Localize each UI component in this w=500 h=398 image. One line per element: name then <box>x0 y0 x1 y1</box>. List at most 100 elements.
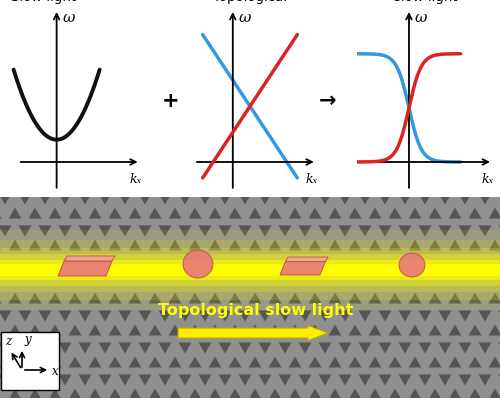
Polygon shape <box>58 261 112 276</box>
Polygon shape <box>28 388 42 398</box>
Polygon shape <box>388 240 402 251</box>
Polygon shape <box>318 342 332 353</box>
Polygon shape <box>268 324 281 336</box>
Text: kₓ: kₓ <box>482 173 494 186</box>
Polygon shape <box>408 357 422 367</box>
Polygon shape <box>98 310 112 322</box>
Polygon shape <box>118 375 132 386</box>
Polygon shape <box>498 193 500 205</box>
Polygon shape <box>278 342 291 353</box>
Polygon shape <box>188 388 202 398</box>
Polygon shape <box>68 207 82 219</box>
Polygon shape <box>88 240 102 251</box>
Polygon shape <box>258 375 272 386</box>
Polygon shape <box>108 388 122 398</box>
Text: Slow light: Slow light <box>11 0 76 4</box>
Polygon shape <box>98 193 112 205</box>
Polygon shape <box>368 357 382 367</box>
Polygon shape <box>408 293 422 304</box>
Text: Topological: Topological <box>213 0 287 4</box>
Polygon shape <box>348 240 362 251</box>
Polygon shape <box>118 225 132 236</box>
Polygon shape <box>0 207 2 219</box>
Polygon shape <box>428 293 442 304</box>
Polygon shape <box>258 225 272 236</box>
Polygon shape <box>158 310 172 322</box>
Polygon shape <box>138 375 151 386</box>
Polygon shape <box>48 240 62 251</box>
Polygon shape <box>38 342 52 353</box>
Polygon shape <box>408 324 422 336</box>
Polygon shape <box>178 193 192 205</box>
Polygon shape <box>298 193 312 205</box>
Polygon shape <box>288 293 302 304</box>
Polygon shape <box>268 293 281 304</box>
Polygon shape <box>298 310 312 322</box>
Polygon shape <box>0 324 2 336</box>
Polygon shape <box>158 375 172 386</box>
Polygon shape <box>428 240 442 251</box>
Polygon shape <box>218 310 232 322</box>
Polygon shape <box>308 293 322 304</box>
Polygon shape <box>358 193 372 205</box>
Polygon shape <box>78 375 92 386</box>
Polygon shape <box>278 375 291 386</box>
Polygon shape <box>468 240 481 251</box>
Polygon shape <box>168 240 181 251</box>
Bar <box>0 230 500 310</box>
Polygon shape <box>428 324 442 336</box>
Polygon shape <box>378 193 392 205</box>
Polygon shape <box>188 240 202 251</box>
Polygon shape <box>418 310 432 322</box>
Polygon shape <box>158 225 172 236</box>
Polygon shape <box>328 388 342 398</box>
Polygon shape <box>488 293 500 304</box>
Polygon shape <box>0 240 2 251</box>
Polygon shape <box>218 193 232 205</box>
Polygon shape <box>108 293 122 304</box>
Polygon shape <box>328 207 342 219</box>
Polygon shape <box>468 357 481 367</box>
Polygon shape <box>198 310 211 322</box>
Text: ω: ω <box>238 11 251 25</box>
Text: Topological slow light: Topological slow light <box>158 302 354 318</box>
Polygon shape <box>98 342 112 353</box>
Polygon shape <box>338 375 351 386</box>
Bar <box>0 267 500 273</box>
Polygon shape <box>328 324 342 336</box>
Polygon shape <box>0 193 12 205</box>
Polygon shape <box>78 310 92 322</box>
Polygon shape <box>198 193 211 205</box>
Polygon shape <box>128 388 141 398</box>
Polygon shape <box>18 310 32 322</box>
Ellipse shape <box>399 253 425 277</box>
Polygon shape <box>258 193 272 205</box>
Polygon shape <box>288 357 302 367</box>
Polygon shape <box>188 357 202 367</box>
Polygon shape <box>318 375 332 386</box>
Polygon shape <box>458 342 471 353</box>
Text: x: x <box>52 365 59 377</box>
Text: ω: ω <box>414 11 427 25</box>
Polygon shape <box>28 324 42 336</box>
Polygon shape <box>368 240 382 251</box>
Polygon shape <box>0 388 2 398</box>
Polygon shape <box>368 207 382 219</box>
Polygon shape <box>448 293 462 304</box>
Polygon shape <box>188 207 202 219</box>
Polygon shape <box>158 342 172 353</box>
Text: y: y <box>24 333 30 346</box>
Polygon shape <box>248 240 262 251</box>
Polygon shape <box>458 310 471 322</box>
Polygon shape <box>138 310 151 322</box>
Polygon shape <box>478 193 492 205</box>
Polygon shape <box>168 293 181 304</box>
Polygon shape <box>448 207 462 219</box>
Bar <box>0 248 500 292</box>
Polygon shape <box>248 324 262 336</box>
Polygon shape <box>0 342 12 353</box>
Polygon shape <box>398 342 411 353</box>
Polygon shape <box>68 240 82 251</box>
Polygon shape <box>458 225 471 236</box>
Polygon shape <box>128 324 141 336</box>
